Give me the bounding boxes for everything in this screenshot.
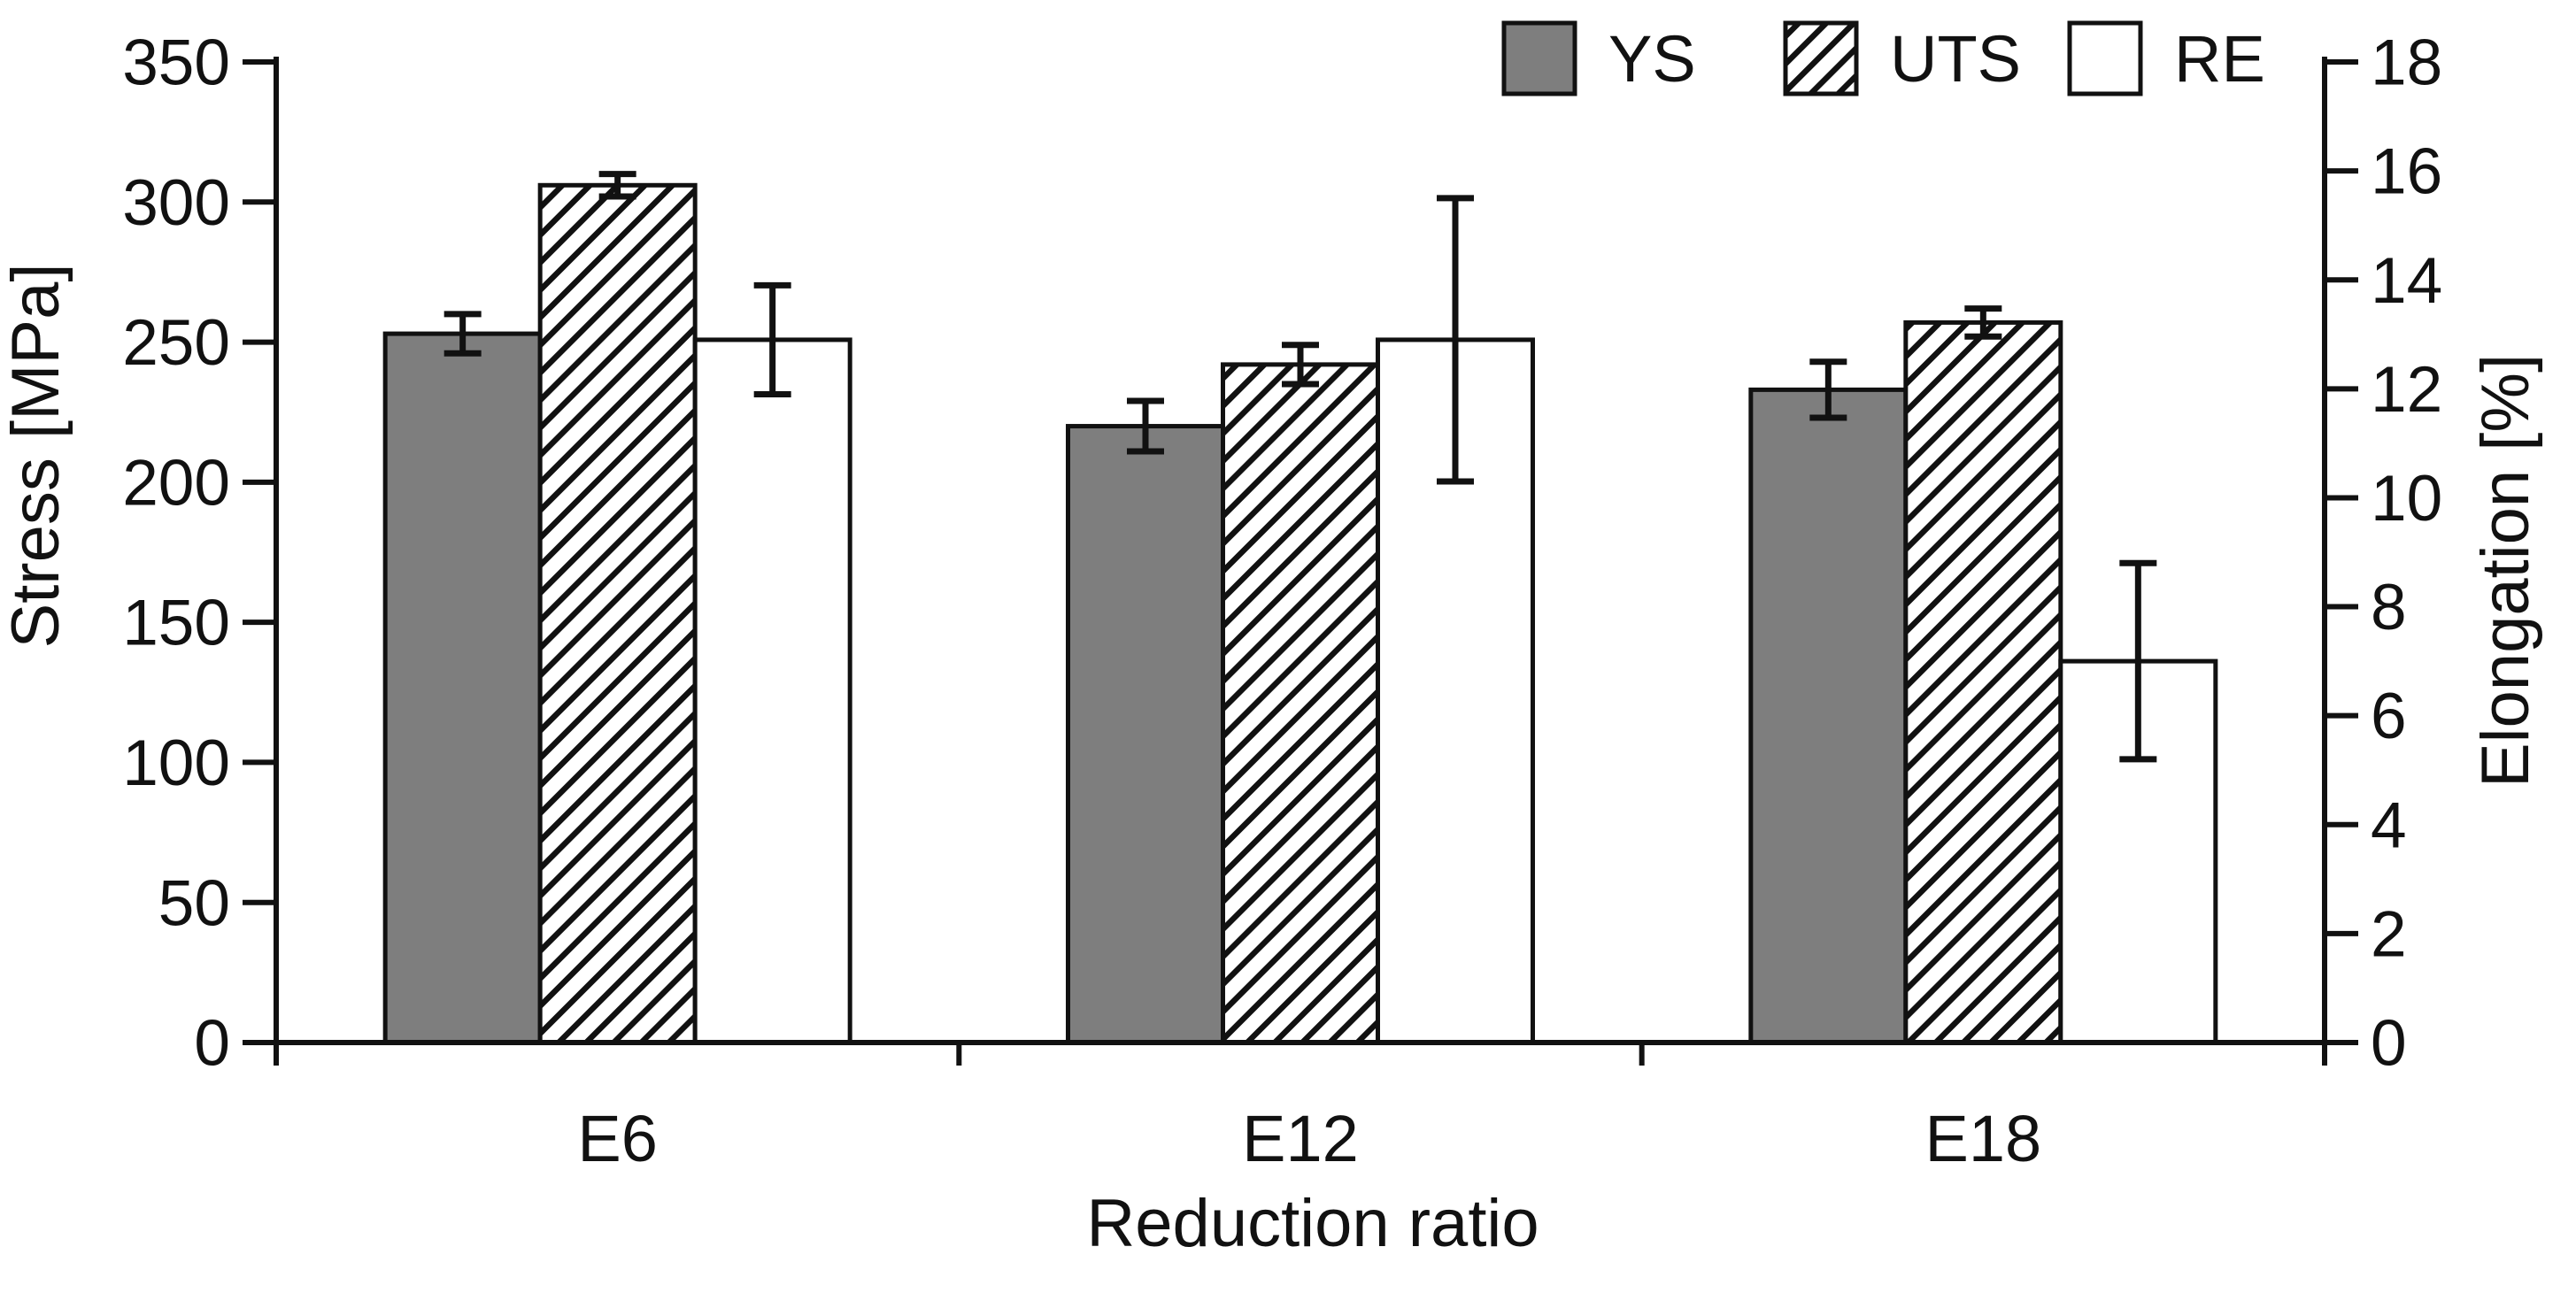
legend-label-re: RE	[2174, 22, 2265, 96]
right-axis-tick-label: 8	[2371, 572, 2407, 643]
right-axis-tick-label: 2	[2371, 898, 2407, 970]
left-axis-tick-label: 50	[158, 867, 230, 939]
legend-item-uts: UTS	[1783, 20, 2021, 96]
category-labels-layer: E6 E12 E18	[577, 1102, 2041, 1175]
bar-ys-e18	[1748, 387, 1909, 1045]
legend-swatch-re	[2067, 20, 2143, 96]
right-axis-tick-label: 16	[2371, 136, 2442, 208]
left-axis-tick-label: 100	[122, 727, 230, 799]
left-axis-tick-label: 350	[122, 27, 230, 99]
right-axis-tick-label: 4	[2371, 789, 2407, 861]
left-axis-title: Stress [MPa]	[0, 264, 73, 649]
bar-ys-e12	[1066, 424, 1225, 1045]
right-axis-tick-label: 0	[2371, 1008, 2407, 1080]
legend-item-re: RE	[2067, 20, 2265, 96]
left-axis-tick-label: 300	[122, 167, 230, 239]
bar-ys-e6	[382, 331, 543, 1045]
x-category-label-e18: E18	[1924, 1102, 2041, 1175]
error-bars-layer	[443, 171, 2157, 763]
x-axis-title: Reduction ratio	[1086, 1186, 1539, 1261]
legend-item-ys: YS	[1501, 20, 1696, 96]
x-category-label-e12: E12	[1242, 1102, 1359, 1175]
legend-label-ys: YS	[1608, 22, 1696, 96]
legend-swatch-uts	[1783, 20, 1859, 96]
tick-labels-layer: 0 50 100 150 200 250 300 350 0 2 4 6 8 10 12 14 16 18	[122, 27, 2442, 1080]
left-axis-tick-label: 150	[122, 588, 230, 659]
legend-swatch-ys	[1501, 20, 1577, 96]
bar-uts-e12	[1221, 362, 1380, 1045]
bar-uts-e18	[1903, 319, 2063, 1045]
bars-layer	[382, 182, 2218, 1045]
legend: YS UTS RE	[1501, 20, 2265, 96]
legend-label-uts: UTS	[1890, 22, 2021, 96]
right-axis-tick-label: 10	[2371, 463, 2442, 535]
x-category-label-e6: E6	[577, 1102, 658, 1175]
left-axis-tick-label: 250	[122, 307, 230, 379]
left-axis-tick-label: 0	[194, 1008, 230, 1080]
axes-layer	[243, 57, 2358, 1066]
right-axis-tick-label: 18	[2371, 27, 2442, 99]
right-axis-tick-label: 12	[2371, 354, 2442, 426]
bar-re-e6	[692, 337, 852, 1045]
right-axis-tick-label: 14	[2371, 245, 2442, 317]
right-axis-tick-label: 6	[2371, 681, 2407, 752]
bar-uts-e6	[537, 182, 698, 1045]
left-axis-tick-label: 200	[122, 447, 230, 519]
right-axis-title: Elongation [%]	[2468, 354, 2543, 788]
